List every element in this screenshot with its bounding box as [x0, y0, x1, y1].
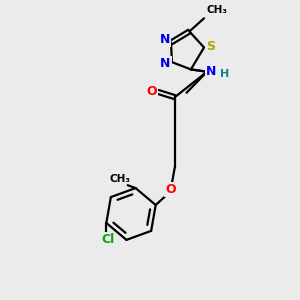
Text: CH₃: CH₃: [109, 174, 130, 184]
Text: N: N: [206, 65, 217, 78]
Text: H: H: [220, 69, 229, 79]
Text: S: S: [206, 40, 215, 52]
Text: N: N: [159, 33, 170, 46]
Text: N: N: [160, 57, 171, 70]
Text: O: O: [165, 183, 176, 196]
Text: Cl: Cl: [101, 233, 114, 246]
Text: O: O: [146, 85, 157, 98]
Text: CH₃: CH₃: [206, 5, 227, 15]
